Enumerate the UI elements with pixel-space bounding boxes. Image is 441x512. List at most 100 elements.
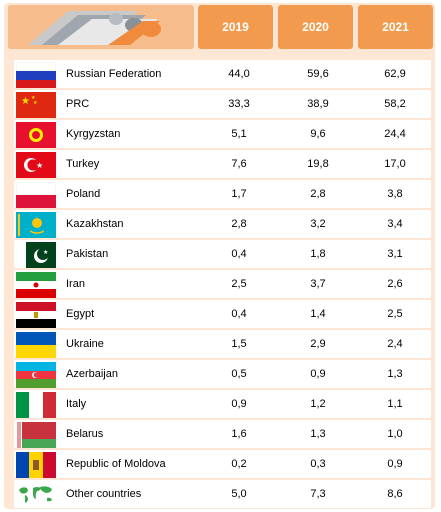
value-2020: 59,6	[307, 68, 329, 80]
value-2019: 0,2	[231, 458, 247, 470]
table-body: Russian Federation 44,0 59,6 62,9 ★ ★ ★ PR…	[14, 60, 431, 510]
value-2021: 3,8	[387, 188, 403, 200]
country-name: Kyrgyzstan	[66, 128, 121, 140]
value-2019: 5,1	[231, 128, 247, 140]
value-2019: 33,3	[228, 98, 250, 110]
value-2019: 0,5	[231, 368, 247, 380]
value-2020: 1,3	[310, 428, 326, 440]
table-row: ★ Pakistan 0,4 1,8 3,1	[14, 240, 431, 268]
italy-flag-icon	[16, 392, 56, 418]
value-2019: 1,6	[231, 428, 247, 440]
svg-text:★: ★	[36, 161, 43, 170]
value-2020: 1,8	[310, 248, 326, 260]
country-name: Russian Federation	[66, 68, 162, 80]
value-2021: 1,3	[387, 368, 403, 380]
svg-text:★: ★	[43, 249, 48, 256]
kazakhstan-flag-icon	[16, 212, 56, 238]
country-name: Egypt	[66, 308, 95, 320]
country-name: Republic of Moldova	[66, 458, 166, 470]
table-row: Belarus 1,6 1,3 1,0	[14, 420, 431, 448]
table-row: Other countries 5,0 7,3 8,6	[14, 480, 431, 508]
value-2019: 1,7	[231, 188, 247, 200]
value-2020: 2,9	[310, 338, 326, 350]
table-row: Republic of Moldova 0,2 0,3 0,9	[14, 450, 431, 478]
country-name: Italy	[66, 398, 87, 410]
country-name: Turkey	[66, 158, 100, 170]
value-2020: 38,9	[307, 98, 329, 110]
country-name: Azerbaijan	[66, 368, 118, 380]
value-2021: 24,4	[384, 128, 406, 140]
table-row: Italy 0,9 1,2 1,1	[14, 390, 431, 418]
country-name: Iran	[66, 278, 85, 290]
country-name: Other countries	[66, 488, 142, 500]
iran-flag-icon	[16, 272, 56, 298]
value-2019: 0,9	[231, 398, 247, 410]
rolled-sheets-illustration	[8, 5, 194, 49]
value-2020: 7,3	[310, 488, 326, 500]
value-2019: 2,8	[231, 218, 247, 230]
value-2020: 1,4	[310, 308, 326, 320]
svg-text:★: ★	[21, 96, 30, 107]
table-row: Egypt 0,4 1,4 2,5	[14, 300, 431, 328]
value-2021: 3,4	[387, 218, 403, 230]
value-2019: 0,4	[231, 308, 247, 320]
value-2021: 1,1	[387, 398, 403, 410]
value-2021: 8,6	[387, 488, 403, 500]
table-row: ★ ★ ★ PRC 33,3 38,9 58,2	[14, 90, 431, 118]
table-row: Kyrgyzstan 5,1 9,6 24,4	[14, 120, 431, 148]
value-2019: 5,0	[231, 488, 247, 500]
pakistan-flag-icon: ★	[16, 242, 56, 268]
country-name: Pakistan	[66, 248, 109, 260]
country-name: Kazakhstan	[66, 218, 124, 230]
year-header-2020: 2020	[278, 5, 353, 49]
value-2021: 1,0	[387, 428, 403, 440]
table-row: Poland 1,7 2,8 3,8	[14, 180, 431, 208]
moldova-flag-icon	[16, 452, 56, 478]
table-row: Russian Federation 44,0 59,6 62,9	[14, 60, 431, 88]
table-row: Ukraine 1,5 2,9 2,4	[14, 330, 431, 358]
world-map-icon	[16, 482, 56, 508]
header-banner-image	[8, 5, 194, 49]
country-name: PRC	[66, 98, 90, 110]
belarus-flag-icon	[16, 422, 56, 448]
svg-text:★: ★	[33, 100, 38, 106]
value-2020: 3,7	[310, 278, 326, 290]
russia-flag-icon	[16, 62, 56, 88]
table-row: Kazakhstan 2,8 3,2 3,4	[14, 210, 431, 238]
value-2021: 2,4	[387, 338, 403, 350]
value-2021: 0,9	[387, 458, 403, 470]
value-2021: 3,1	[387, 248, 403, 260]
value-2020: 1,2	[310, 398, 326, 410]
value-2019: 44,0	[228, 68, 250, 80]
azerbaijan-flag-icon	[16, 362, 56, 388]
value-2019: 0,4	[231, 248, 247, 260]
table-row: Iran 2,5 3,7 2,6	[14, 270, 431, 298]
svg-text:★: ★	[31, 95, 36, 101]
table-row: ★ Turkey 7,6 19,8 17,0	[14, 150, 431, 178]
year-header-2021: 2021	[358, 5, 433, 49]
year-header-2019: 2019	[198, 5, 273, 49]
value-2021: 17,0	[384, 158, 406, 170]
value-2021: 2,5	[387, 308, 403, 320]
value-2021: 2,6	[387, 278, 403, 290]
turkey-flag-icon: ★	[16, 152, 56, 178]
china-flag-icon: ★ ★ ★	[16, 92, 56, 118]
value-2019: 1,5	[231, 338, 247, 350]
kyrgyzstan-flag-icon	[16, 122, 56, 148]
value-2020: 3,2	[310, 218, 326, 230]
value-2020: 0,3	[310, 458, 326, 470]
country-name: Ukraine	[66, 338, 104, 350]
egypt-flag-icon	[16, 302, 56, 328]
value-2021: 58,2	[384, 98, 406, 110]
value-2019: 2,5	[231, 278, 247, 290]
poland-flag-icon	[16, 182, 56, 208]
country-name: Belarus	[66, 428, 104, 440]
value-2021: 62,9	[384, 68, 406, 80]
table-row: Azerbaijan 0,5 0,9 1,3	[14, 360, 431, 388]
table-header: 2019 2020 2021	[4, 3, 435, 49]
value-2020: 9,6	[310, 128, 326, 140]
value-2020: 0,9	[310, 368, 326, 380]
value-2020: 19,8	[307, 158, 329, 170]
country-name: Poland	[66, 188, 101, 200]
